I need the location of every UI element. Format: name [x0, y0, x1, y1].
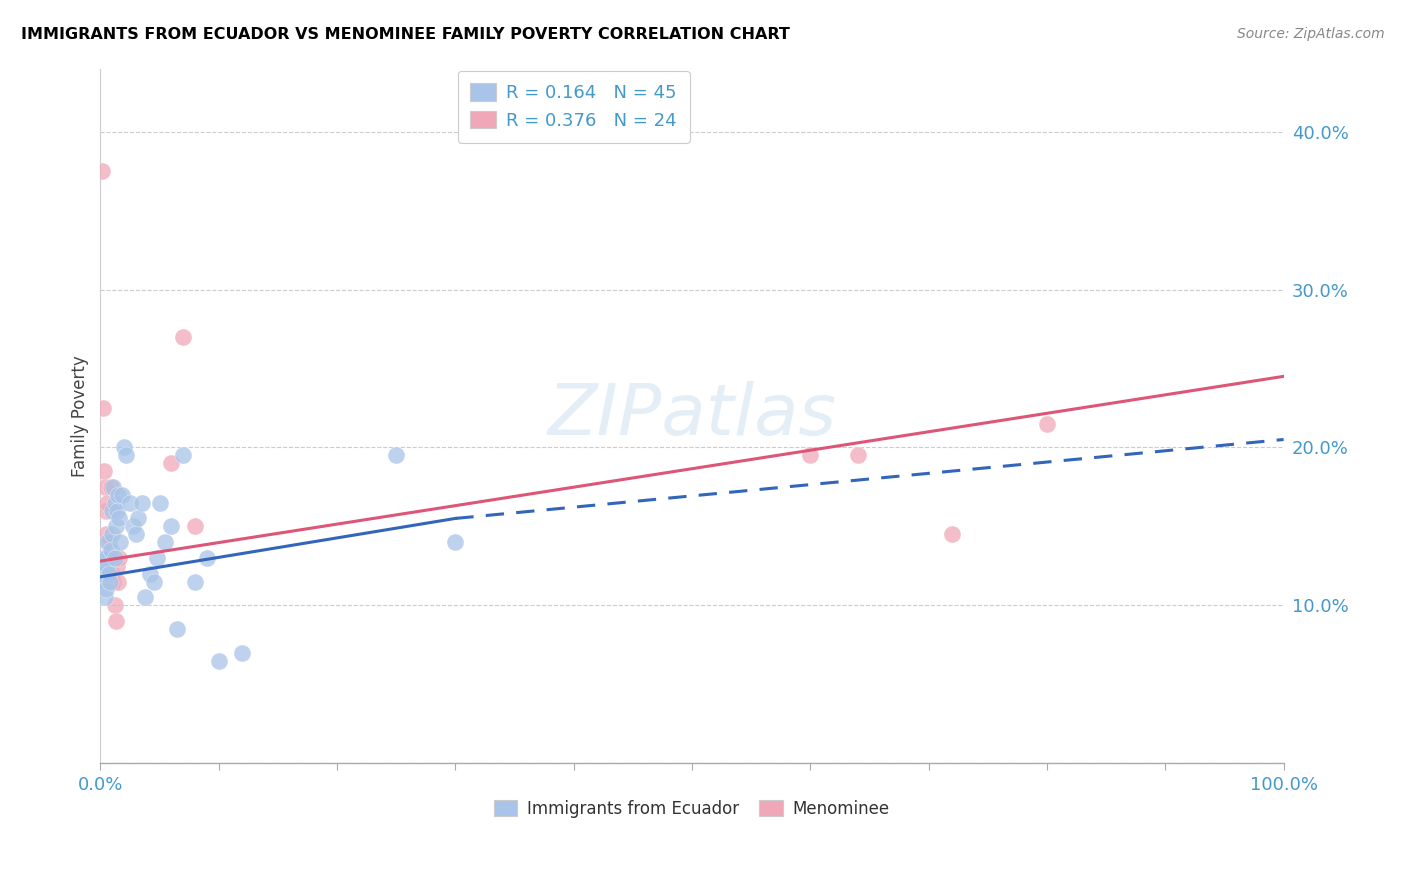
Point: [172, 330, 194, 344]
Point: [94, 480, 117, 494]
Point: [103, 599, 125, 613]
Point: [90, 550, 112, 565]
Point: [105, 558, 128, 573]
Point: [96, 496, 118, 510]
Point: [101, 527, 124, 541]
Point: [96, 503, 118, 517]
Point: [103, 496, 125, 510]
Point: [97, 566, 120, 581]
Point: [96, 527, 118, 541]
Point: [93, 464, 115, 478]
Point: [97, 535, 120, 549]
Point: [1036, 417, 1059, 431]
Point: [160, 456, 183, 470]
Y-axis label: Family Poverty: Family Poverty: [72, 355, 89, 476]
Point: [231, 646, 253, 660]
Point: [444, 535, 467, 549]
Point: [98, 550, 121, 565]
Point: [103, 480, 125, 494]
Point: [91, 566, 114, 581]
Point: [96, 535, 118, 549]
Point: [846, 448, 869, 462]
Point: [139, 566, 162, 581]
Point: [101, 503, 124, 517]
Point: [148, 496, 170, 510]
Point: [108, 511, 131, 525]
Point: [195, 550, 218, 565]
Point: [125, 527, 148, 541]
Point: [941, 527, 963, 541]
Point: [104, 519, 127, 533]
Point: [799, 448, 821, 462]
Point: [385, 448, 408, 462]
Point: [155, 535, 177, 549]
Point: [122, 519, 145, 533]
Point: [127, 511, 149, 525]
Point: [104, 614, 127, 628]
Point: [100, 543, 122, 558]
Point: [90, 164, 112, 178]
Point: [184, 519, 207, 533]
Point: [160, 519, 183, 533]
Point: [91, 401, 114, 415]
Point: [107, 488, 129, 502]
Point: [98, 574, 121, 589]
Point: [96, 558, 118, 573]
Point: [111, 488, 134, 502]
Text: IMMIGRANTS FROM ECUADOR VS MENOMINEE FAMILY POVERTY CORRELATION CHART: IMMIGRANTS FROM ECUADOR VS MENOMINEE FAM…: [21, 27, 790, 42]
Point: [184, 574, 207, 589]
Point: [131, 496, 153, 510]
Point: [94, 574, 117, 589]
Point: [134, 591, 156, 605]
Point: [101, 566, 124, 581]
Point: [118, 496, 141, 510]
Point: [103, 574, 125, 589]
Point: [208, 653, 231, 667]
Point: [103, 550, 125, 565]
Point: [146, 550, 169, 565]
Point: [96, 582, 118, 597]
Legend: Immigrants from Ecuador, Menominee: Immigrants from Ecuador, Menominee: [488, 793, 897, 824]
Text: Source: ZipAtlas.com: Source: ZipAtlas.com: [1237, 27, 1385, 41]
Point: [166, 622, 188, 636]
Point: [100, 480, 122, 494]
Point: [110, 535, 132, 549]
Point: [107, 574, 129, 589]
Point: [105, 503, 128, 517]
Text: ZIPatlas: ZIPatlas: [547, 381, 837, 450]
Point: [96, 550, 118, 565]
Point: [172, 448, 194, 462]
Point: [108, 550, 131, 565]
Point: [93, 558, 115, 573]
Point: [94, 591, 117, 605]
Point: [112, 441, 135, 455]
Point: [115, 448, 138, 462]
Point: [142, 574, 165, 589]
